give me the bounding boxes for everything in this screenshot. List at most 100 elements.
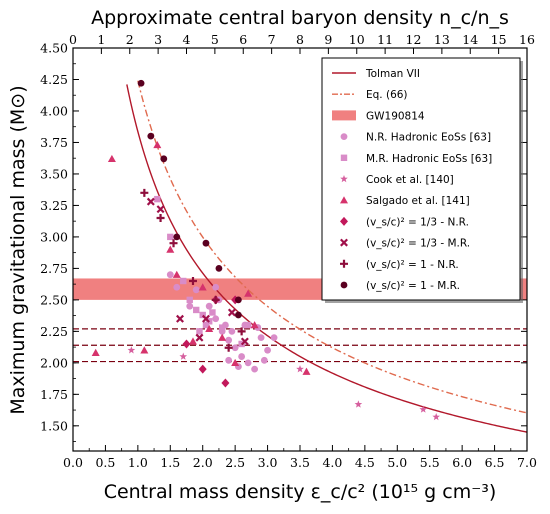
legend-label: M.R. Hadronic EoSs [63] <box>366 153 492 165</box>
d_mr_1-point <box>160 155 168 163</box>
mr_hadronic-point <box>202 321 210 329</box>
top-tick-label: 3 <box>154 32 162 47</box>
x-axis-title: Central mass density ε_c/c² (10¹⁵ g cm⁻³… <box>104 481 497 503</box>
legend-label: Eq. (66) <box>366 89 408 101</box>
d_nr_13-point <box>198 364 207 374</box>
salgado-point <box>166 245 175 253</box>
salgado-point <box>250 321 259 329</box>
top-tick-label: 4 <box>183 32 191 47</box>
salgado-point <box>218 333 227 341</box>
data-points-layer <box>91 79 440 421</box>
d_nr_1-point <box>224 343 233 352</box>
salgado-point <box>188 337 197 345</box>
legend-marker-mr_hadronic <box>340 154 348 161</box>
nr_hadronic-point <box>192 286 200 294</box>
nr_hadronic-point <box>225 336 233 344</box>
salgado-point <box>91 348 100 356</box>
y-axis-title: Maximum gravitational mass (M⊙) <box>7 85 29 414</box>
salgado-point <box>172 270 181 278</box>
nr_hadronic-point <box>264 346 271 354</box>
top-tick-label: 7 <box>268 32 276 47</box>
top-axis-title: Approximate central baryon density n_c/n… <box>91 7 509 29</box>
d_mr_1-point <box>173 233 181 241</box>
nr_hadronic-point <box>228 327 236 335</box>
d_mr_13-point <box>146 197 155 206</box>
d_nr_1-point <box>211 295 220 304</box>
legend-marker-d_mr_13 <box>340 238 348 247</box>
cook-point <box>296 365 304 373</box>
eq66-curve <box>137 80 527 414</box>
legend-label: Tolman VII <box>365 68 420 80</box>
y-tick-label: 1.50 <box>40 418 68 433</box>
d_mr_13-point <box>156 205 165 214</box>
x-tick-label: 6.0 <box>452 455 472 470</box>
cook-point <box>432 413 440 421</box>
nr_hadronic-point <box>186 302 194 310</box>
legend: Tolman VII Eq. (66) GW190814 N.R. Hadronic … <box>321 57 523 303</box>
salgado-point <box>107 154 116 163</box>
d_mr_13-point <box>201 314 210 323</box>
d_mr_1-point <box>147 132 155 140</box>
top-tick-label: 2 <box>126 32 134 47</box>
y-tick-label: 2.75 <box>40 261 68 276</box>
y-tick-label: 4.50 <box>40 41 68 56</box>
legend-box <box>321 57 521 301</box>
legend-marker-nr_hadronic <box>340 133 348 141</box>
top-tick-label: 12 <box>406 32 422 47</box>
legend-label: GW190814 <box>366 110 425 122</box>
mr_hadronic-point <box>199 311 206 319</box>
legend-label: (v_s/c)² = 1 - M.R. <box>366 280 460 292</box>
top-tick-label: 11 <box>377 32 393 47</box>
legend-marker-salgado <box>340 196 348 204</box>
cook-point <box>179 352 188 360</box>
salgado-point <box>153 140 162 149</box>
mr_hadronic-point <box>186 296 193 304</box>
top-tick-label: 15 <box>491 32 507 47</box>
nr_hadronic-point <box>212 315 220 323</box>
nr_hadronic-point <box>238 353 246 360</box>
x-tick-label: 0.5 <box>95 455 115 470</box>
y-tick-label: 3.75 <box>40 135 68 150</box>
salgado-point <box>198 283 207 291</box>
d_nr_1-point <box>156 214 165 223</box>
nr_hadronic-point <box>212 283 220 291</box>
d_mr_1-point <box>202 239 210 247</box>
d_nr_1-point <box>140 188 149 197</box>
top-tick-label: 10 <box>349 32 365 47</box>
y-tick-label: 3.25 <box>40 198 68 213</box>
legend-label: Cook et al. [140] <box>366 174 454 186</box>
mr_hadronic-point <box>209 309 216 316</box>
y-tick-label: 2.50 <box>40 292 68 307</box>
d_mr_1-point <box>234 296 242 304</box>
nr_hadronic-point <box>173 283 181 291</box>
d_mr_13-point <box>240 337 249 346</box>
salgado-point <box>302 367 311 375</box>
y-tick-label: 4.00 <box>40 103 68 118</box>
y-tick-label: 3.00 <box>40 229 68 244</box>
salgado-point <box>205 324 214 333</box>
tolman-curve <box>126 84 527 433</box>
nr_hadronic-point <box>270 334 278 342</box>
x-tick-label: 2.0 <box>193 455 213 470</box>
nr_hadronic-point <box>166 271 174 279</box>
mr_hadronic-point <box>244 321 252 329</box>
y-tick-label: 2.25 <box>40 324 68 339</box>
curves-layer <box>126 80 527 433</box>
d_nr_13-point <box>221 378 230 388</box>
y-tick-label: 2.00 <box>40 355 68 370</box>
x-tick-label: 2.5 <box>225 455 245 470</box>
d_nr_13-point <box>182 339 191 349</box>
mr_hadronic-point <box>196 328 203 335</box>
axis-ticks-layer: 0.0 0.5 1.0 1.5 2.0 2.5 3.0 3.5 4.0 4.5 5.0 5.5 6.0 6… <box>40 32 537 470</box>
d_mr_13-point <box>227 308 236 317</box>
x-tick-label: 7.0 <box>517 455 537 470</box>
nr_hadronic-point <box>231 344 239 352</box>
y-tick-label: 4.25 <box>40 72 68 87</box>
salgado-point <box>231 358 240 367</box>
d_mr_1-point <box>137 79 145 87</box>
mr_hadronic-point <box>180 277 187 285</box>
top-tick-label: 8 <box>296 32 304 47</box>
top-tick-label: 16 <box>519 32 535 47</box>
d_mr_1-point <box>215 264 223 272</box>
